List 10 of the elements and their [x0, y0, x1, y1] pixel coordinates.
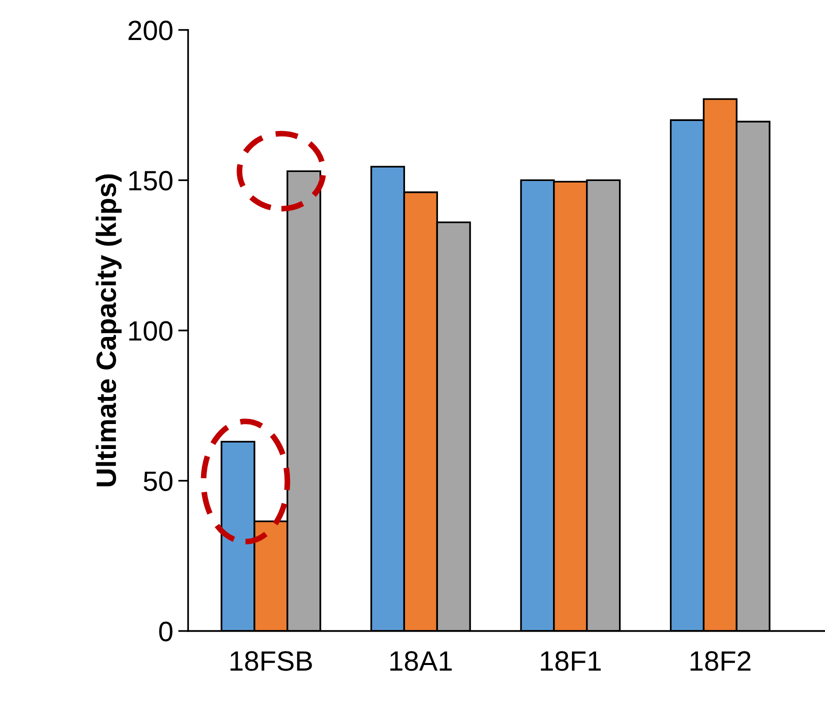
- y-tick-label: 100: [129, 321, 172, 341]
- y-tick-label: 150: [129, 170, 172, 191]
- x-tick-label: 18F2: [690, 651, 750, 671]
- y-tick-label: 50: [144, 471, 172, 492]
- y-tick-label: 200: [128, 20, 172, 40]
- y-tick-label: 0: [159, 622, 172, 642]
- y-axis-title: Ultimate Capacity (kips): [96, 174, 122, 486]
- x-tick-label: 18FSB: [230, 651, 312, 671]
- x-tick-label: 18F1: [540, 651, 601, 671]
- x-tick-label: 18A1: [390, 651, 452, 671]
